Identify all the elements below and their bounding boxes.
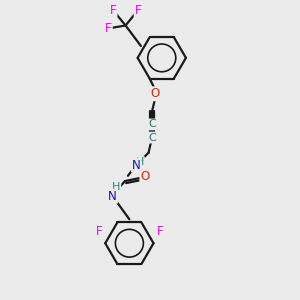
Text: O: O	[150, 87, 160, 100]
Text: H: H	[136, 157, 144, 167]
Text: F: F	[96, 225, 102, 238]
Text: N: N	[108, 190, 117, 203]
Text: C: C	[148, 119, 156, 129]
Text: F: F	[156, 225, 163, 238]
Text: F: F	[135, 4, 141, 17]
Text: F: F	[110, 4, 116, 17]
Text: O: O	[140, 170, 150, 183]
Text: C: C	[148, 133, 156, 142]
Text: H: H	[112, 182, 120, 193]
Text: F: F	[105, 22, 112, 35]
Text: N: N	[132, 158, 140, 172]
